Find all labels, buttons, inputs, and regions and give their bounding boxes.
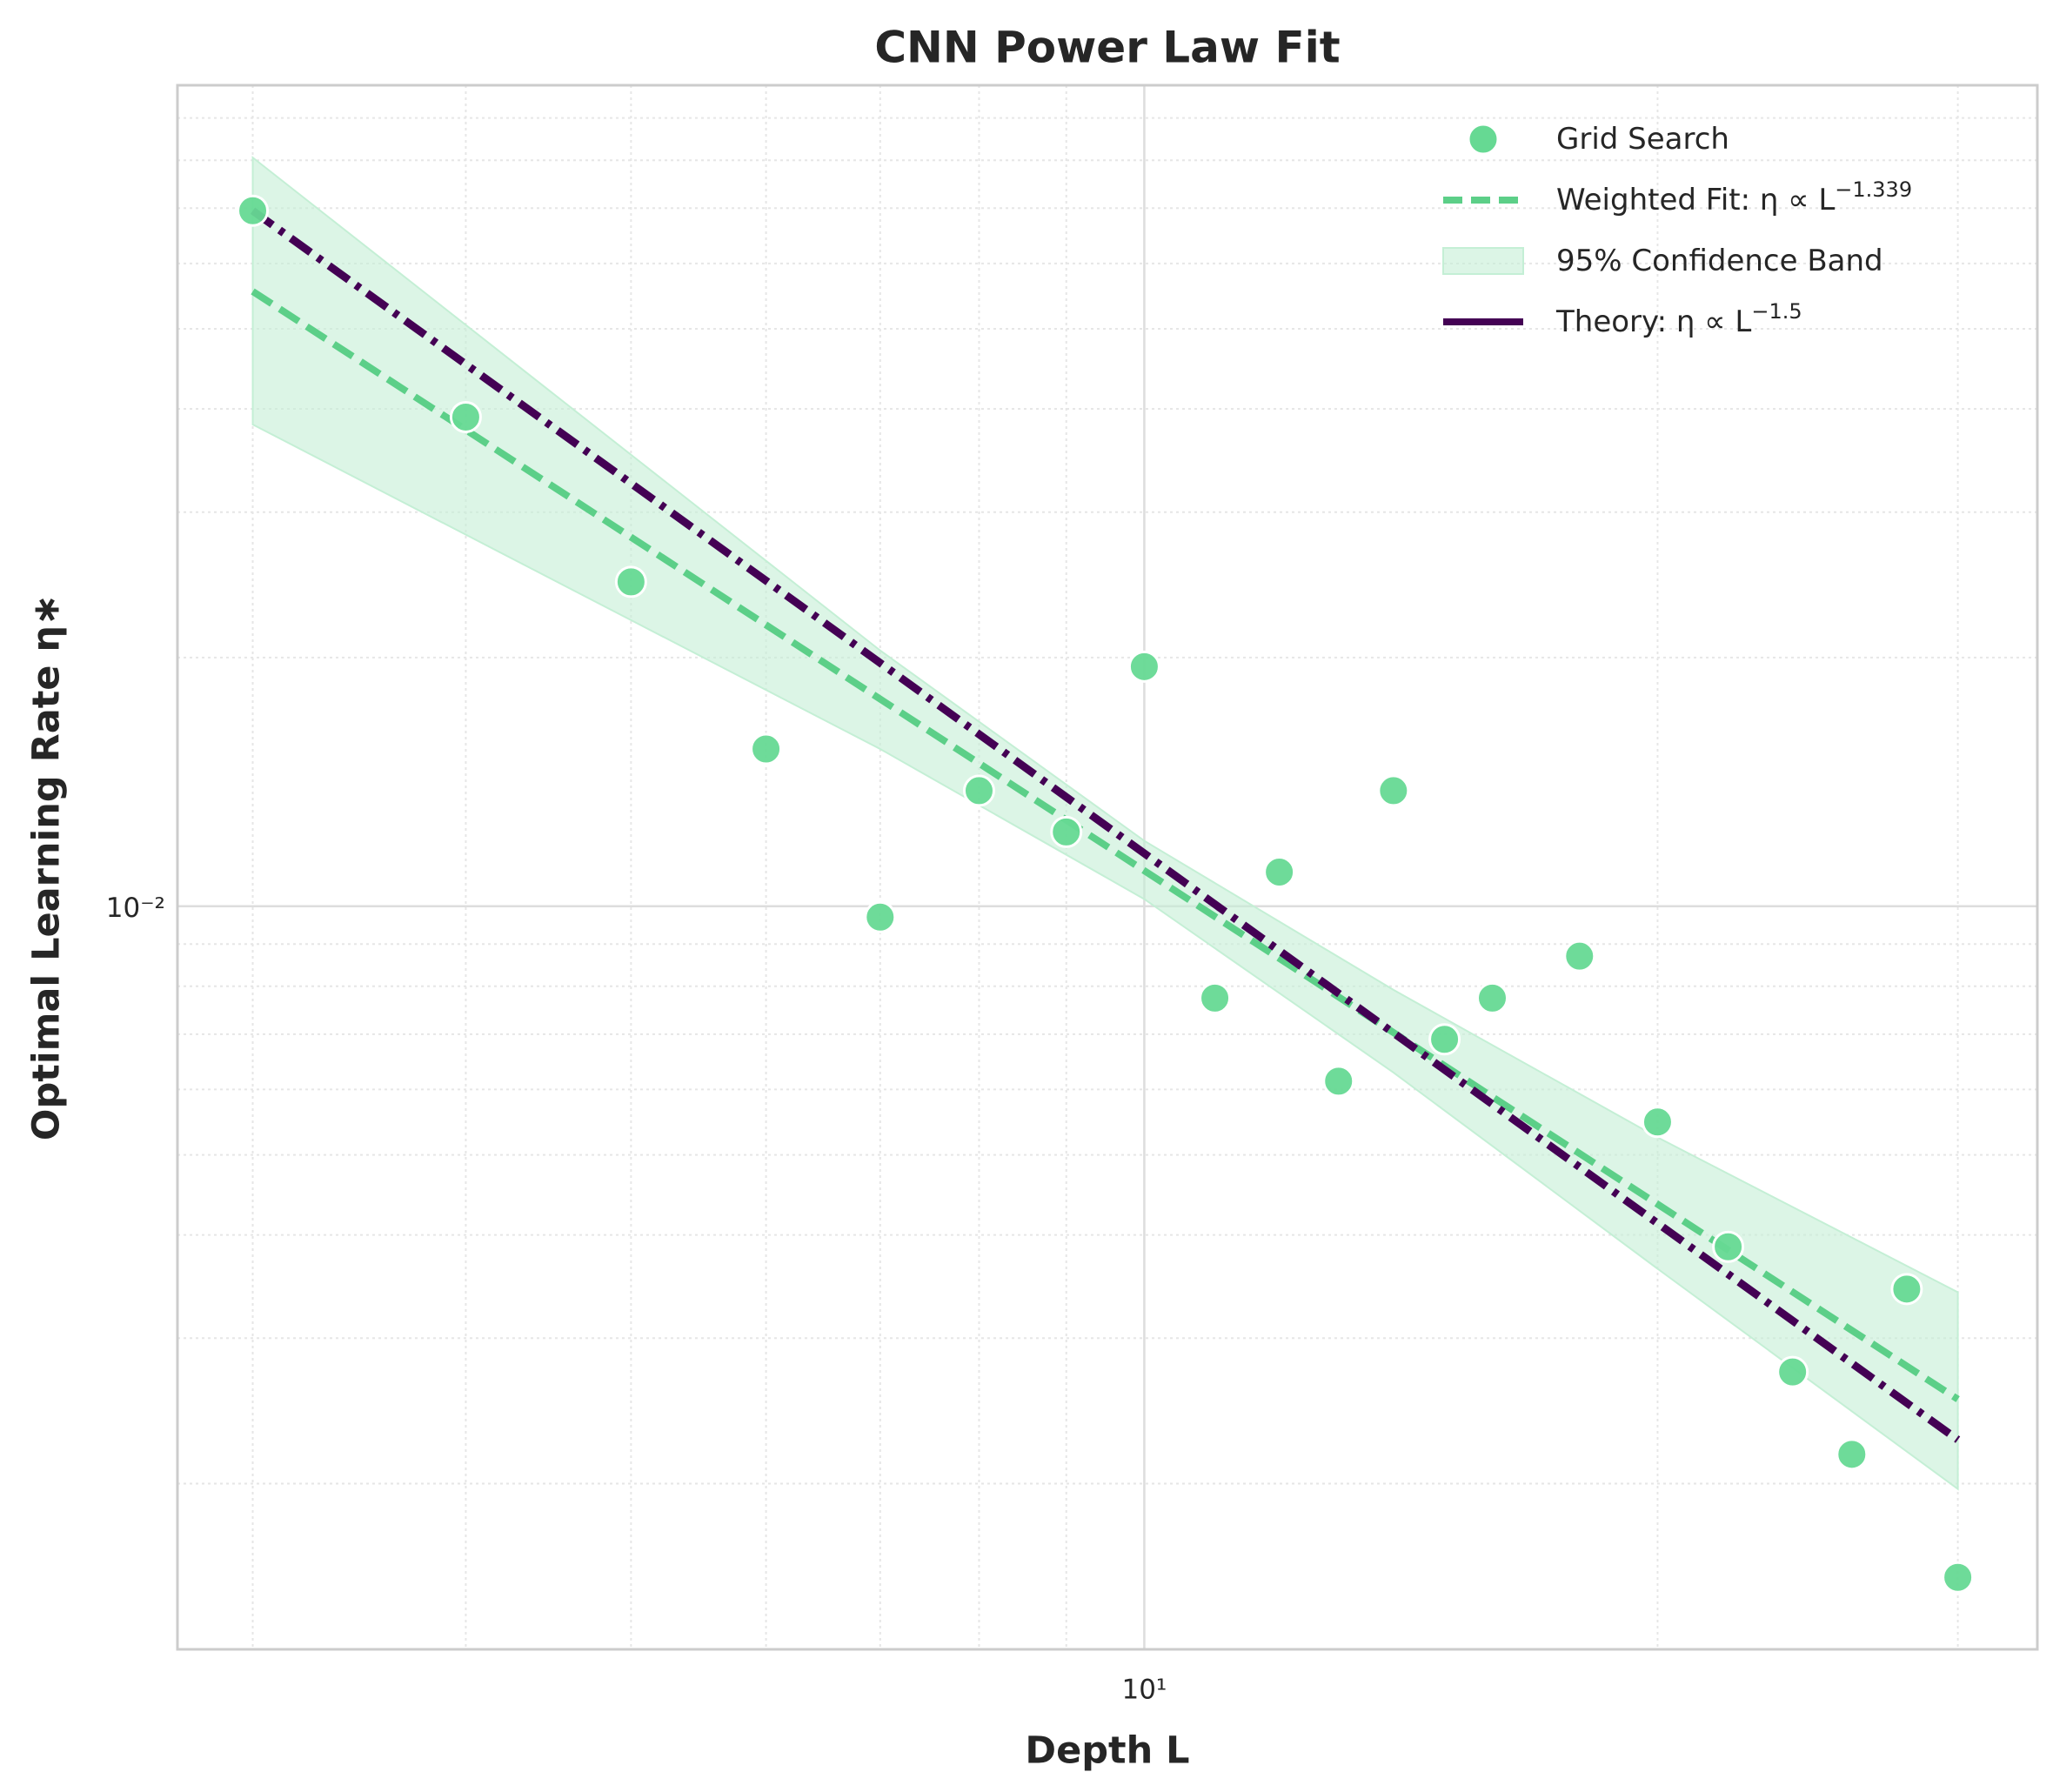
- data-point: [1050, 815, 1083, 848]
- legend-label: Grid Search: [1556, 122, 1729, 157]
- data-point: [1836, 1438, 1869, 1471]
- data-point: [750, 732, 783, 766]
- legend-label-exponent: −1.339: [1835, 177, 1912, 202]
- data-point: [1712, 1230, 1745, 1263]
- data-point: [1776, 1355, 1809, 1388]
- data-point: [1942, 1561, 1975, 1594]
- plot-frame: [176, 84, 2039, 1651]
- data-point: [449, 400, 482, 433]
- legend-label: 95% Confidence Band: [1556, 244, 1883, 278]
- data-point: [1263, 855, 1296, 888]
- legend-label-text: Grid Search: [1556, 122, 1729, 157]
- legend-label-text: Weighted Fit: η ∝ L: [1556, 183, 1835, 217]
- data-point: [1476, 981, 1509, 1014]
- legend-marker: [1467, 123, 1500, 156]
- data-point: [864, 900, 897, 933]
- line: [251, 288, 1960, 1402]
- data-point: [1428, 1023, 1461, 1056]
- data-point: [1890, 1273, 1923, 1306]
- x-axis-label: Depth L: [1025, 1729, 1189, 1773]
- legend-label: Theory: η ∝ L−1.5: [1555, 299, 1802, 339]
- line: [250, 207, 1961, 1443]
- y-axis-label: Optimal Learning Rate η∗: [25, 594, 69, 1140]
- data-point: [1322, 1065, 1355, 1098]
- data-point: [1641, 1106, 1674, 1139]
- chart-title: CNN Power Law Fit: [874, 23, 1340, 73]
- legend-label-text: Theory: η ∝ L: [1555, 304, 1751, 339]
- data-point: [237, 194, 270, 227]
- data-point: [962, 774, 995, 807]
- legend-label-text: 95% Confidence Band: [1556, 244, 1883, 278]
- data-point: [1563, 939, 1596, 973]
- x-tick-label: 10¹: [1121, 1675, 1167, 1706]
- data-point: [614, 565, 647, 598]
- data-point: [1127, 650, 1160, 683]
- y-tick-label: 10⁻²: [106, 893, 165, 924]
- data-point: [1377, 774, 1410, 807]
- legend-label-exponent: −1.5: [1751, 299, 1802, 324]
- data-point: [1199, 981, 1232, 1014]
- legend-marker: [1442, 247, 1524, 275]
- legend-label: Weighted Fit: η ∝ L−1.339: [1556, 177, 1912, 217]
